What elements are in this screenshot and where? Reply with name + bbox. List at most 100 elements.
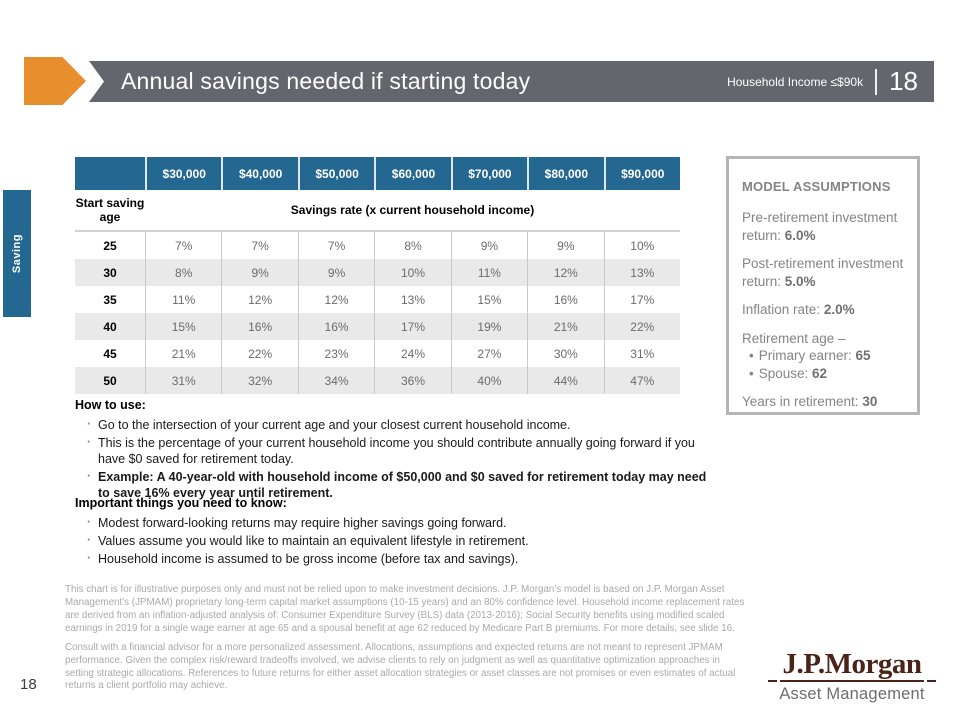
table-body: 25 7% 7% 7% 8% 9% 9% 10% 30 8% 9% 9% 10% 11% 12% 13% 35 1…	[75, 230, 680, 394]
savings-rate-cell: 11%	[450, 259, 527, 286]
important-heading: Important things you need to know:	[75, 496, 287, 510]
how-to-use-list: Go to the intersection of your current a…	[75, 416, 707, 501]
savings-rate-cell: 27%	[450, 340, 527, 367]
savings-rate-cell: 17%	[374, 313, 450, 340]
savings-rate-cell: 21%	[527, 313, 603, 340]
savings-rate-cell: 19%	[450, 313, 527, 340]
savings-rate-cell: 21%	[145, 340, 221, 367]
savings-rate-cell: 9%	[527, 232, 603, 259]
savings-rate-cell: 10%	[603, 232, 680, 259]
title-bar: Annual savings needed if starting today …	[89, 61, 934, 102]
age-cell: 35	[103, 292, 117, 307]
table-row: 40 15% 16% 16% 17% 19% 21% 22%	[75, 313, 680, 340]
savings-rate-cell: 12%	[221, 286, 297, 313]
disclaimer: This chart is for illustrative purposes …	[65, 584, 749, 699]
savings-rate-cell: 11%	[145, 286, 221, 313]
table-corner-cell	[75, 157, 145, 190]
savings-rate-cell: 7%	[145, 232, 221, 259]
important-list: Modest forward-looking returns may requi…	[75, 514, 707, 567]
income-column-header: $90,000	[603, 157, 680, 190]
savings-table: $30,000 $40,000 $50,000 $60,000 $70,000 $80,0…	[75, 157, 680, 394]
model-assumptions-box: MODEL ASSUMPTIONS Pre-retirement investm…	[726, 156, 920, 415]
sidebar-tab-label: Saving	[11, 233, 23, 274]
savings-rate-cell: 22%	[221, 340, 297, 367]
assumption-item: Years in retirement: 30	[742, 394, 878, 410]
jpmorgan-logo: J.P.Morgan Asset Management	[768, 649, 936, 704]
age-cell: 30	[103, 265, 117, 280]
savings-rate-cell: 34%	[297, 367, 374, 394]
header-page-number: 18	[889, 66, 918, 96]
model-assumptions-heading: MODEL ASSUMPTIONS	[742, 179, 891, 194]
bullet-item: Go to the intersection of your current a…	[85, 416, 707, 433]
slide-page-number: 18	[20, 676, 37, 693]
income-column-header: $50,000	[297, 157, 375, 190]
jpmorgan-logo-name: J.P.Morgan	[782, 648, 922, 680]
savings-rate-cell: 47%	[603, 367, 680, 394]
header-divider	[875, 68, 878, 95]
savings-rate-cell: 9%	[450, 232, 527, 259]
household-income-badge: Household Income ≤$90k	[727, 74, 864, 89]
assumption-item: Retirement age – • Primary earner: 65 • Spou…	[742, 330, 904, 383]
assumption-item: Inflation rate: 2.0%	[742, 302, 855, 318]
savings-rate-cell: 23%	[297, 340, 374, 367]
disclaimer-paragraph-2: Consult with a financial advisor for a m…	[65, 641, 736, 692]
savings-rate-cell: 12%	[527, 259, 603, 286]
how-to-use-heading: How to use:	[75, 398, 146, 412]
table-row: 45 21% 22% 23% 24% 27% 30% 31%	[75, 340, 680, 367]
savings-rate-cell: 16%	[527, 286, 603, 313]
age-cell: 40	[103, 319, 117, 334]
income-column-header: $40,000	[221, 157, 298, 190]
assumption-sub-item: • Spouse: 62	[749, 365, 828, 381]
header-right-group: Household Income ≤$90k 18	[727, 66, 918, 97]
savings-rate-cell: 16%	[221, 313, 297, 340]
savings-rate-cell: 32%	[221, 367, 297, 394]
income-column-header: $30,000	[145, 157, 222, 190]
savings-rate-cell: 12%	[297, 286, 374, 313]
sidebar-tab-saving[interactable]: Saving	[3, 190, 31, 317]
bullet-item: This is the percentage of your current h…	[85, 434, 707, 467]
table-row: 35 11% 12% 12% 13% 15% 16% 17%	[75, 286, 680, 313]
savings-rate-cell: 7%	[221, 232, 297, 259]
savings-rate-cell: 13%	[374, 286, 450, 313]
bullet-item: Values assume you would like to maintain…	[85, 532, 707, 549]
model-assumptions-items: Pre-retirement investment return: 6.0% Po…	[742, 209, 904, 411]
table-row: 50 31% 32% 34% 36% 40% 44% 47%	[75, 367, 680, 394]
savings-rate-cell: 24%	[374, 340, 450, 367]
savings-rate-cell: 13%	[603, 259, 680, 286]
jpmorgan-logo-division: Asset Management	[779, 685, 925, 704]
table-header-row: $30,000 $40,000 $50,000 $60,000 $70,000 $80,0…	[75, 157, 680, 190]
savings-rate-cell: 44%	[527, 367, 603, 394]
savings-rate-cell: 8%	[374, 232, 450, 259]
table-row: 30 8% 9% 9% 10% 11% 12% 13%	[75, 259, 680, 286]
bullet-item: Household income is assumed to be gross …	[85, 550, 707, 567]
how-to-use-section: How to use: Go to the intersection of yo…	[75, 398, 707, 503]
table-row: 25 7% 7% 7% 8% 9% 9% 10%	[75, 232, 680, 259]
age-cell: 45	[103, 346, 117, 361]
savings-rate-cell: 15%	[450, 286, 527, 313]
disclaimer-paragraph-1: This chart is for illustrative purposes …	[65, 584, 745, 634]
savings-rate-cell: 16%	[297, 313, 374, 340]
savings-rate-cell: 31%	[145, 367, 221, 394]
bullet-item: Modest forward-looking returns may requi…	[85, 514, 707, 531]
assumption-item: Post-retirement investment return: 5.0%	[742, 256, 904, 289]
row-label-header: Start saving age	[75, 195, 145, 224]
savings-rate-cell: 40%	[450, 367, 527, 394]
savings-rate-cell: 7%	[297, 232, 374, 259]
savings-rate-cell: 15%	[145, 313, 221, 340]
age-cell: 25	[103, 238, 117, 253]
assumption-item: Pre-retirement investment return: 6.0%	[742, 210, 898, 243]
income-column-header: $80,000	[527, 157, 604, 190]
page-title: Annual savings needed if starting today	[121, 68, 531, 94]
orange-arrow-icon	[24, 57, 86, 105]
savings-rate-cell: 31%	[603, 340, 680, 367]
savings-rate-cell: 36%	[374, 367, 450, 394]
important-section: Important things you need to know: Modes…	[75, 496, 707, 569]
column-group-header: Savings rate (x current household income…	[290, 203, 535, 217]
savings-rate-cell: 9%	[297, 259, 374, 286]
income-column-header: $60,000	[374, 157, 451, 190]
savings-rate-cell: 17%	[603, 286, 680, 313]
income-column-header: $70,000	[450, 157, 528, 190]
savings-rate-cell: 9%	[221, 259, 297, 286]
savings-rate-cell: 8%	[145, 259, 221, 286]
